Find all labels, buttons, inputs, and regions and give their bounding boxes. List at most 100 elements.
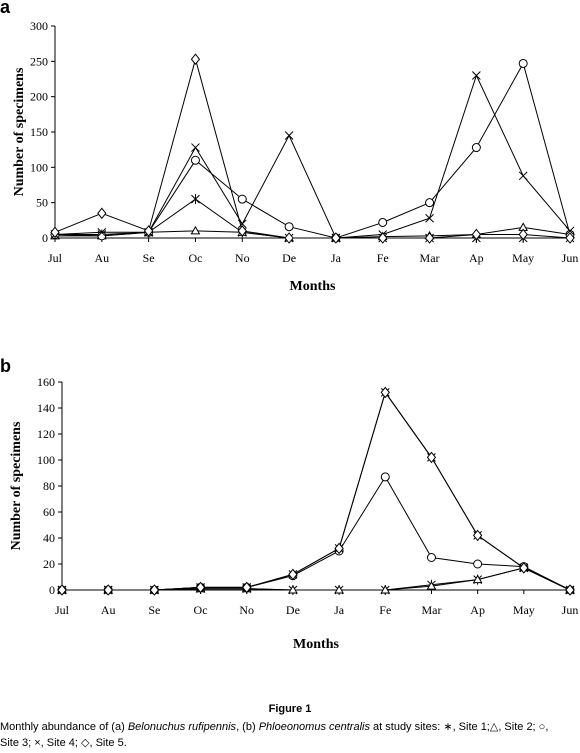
series-line-triangle [62,567,571,591]
data-point-diamond [426,451,437,464]
data-point-diamond [103,584,113,596]
x-axis-title: Months [290,279,336,294]
data-point-diamond [57,584,67,596]
data-point-x [518,171,528,181]
data-point-diamond [472,529,483,542]
data-point-diamond [565,584,575,596]
data-point-diamond [378,232,388,244]
x-tick-label: Au [101,603,116,617]
x-tick-label: Jun [562,251,579,265]
series-line-diamond [62,391,571,591]
y-axis-title: Number of specimens [9,421,24,550]
x-tick-label: Se [143,251,155,265]
x-tick-label: Mar [420,251,440,265]
data-point-triangle [472,574,483,584]
x-tick-label: Jul [55,603,70,617]
x-tick-label: May [513,603,535,617]
panel-label-b: b [0,356,11,376]
data-point-diamond [331,232,341,244]
x-tick-label: Se [148,603,160,617]
y-tick-label: 0 [49,583,55,597]
y-tick-label: 160 [37,375,55,389]
data-point-x [97,227,107,237]
y-tick-label: 120 [37,427,55,441]
x-tick-label: De [282,251,296,265]
x-tick-label: Fe [377,251,389,265]
y-tick-label: 100 [37,453,55,467]
y-tick-label: 140 [37,401,55,415]
y-tick-label: 50 [36,196,48,210]
data-point-diamond [380,386,390,399]
data-point-triangle [380,584,391,594]
data-point-diamond [519,562,529,574]
caption-species-b: Phloeonomus centralis [258,721,370,733]
x-tick-label: Ap [469,251,484,265]
data-point-diamond [149,584,160,596]
y-tick-label: 300 [30,19,48,33]
data-point-circle [471,143,481,153]
figure-title: Figure 1 [268,703,312,715]
series-circle [50,58,575,243]
y-axis-title: Number of specimens [12,67,27,196]
x-tick-label: Ja [334,603,345,617]
data-point-triangle [334,584,344,594]
data-point-x [472,71,481,80]
series-circle [57,472,575,595]
series-line-asterisk [62,567,571,591]
data-point-circle [378,217,388,227]
panel-label-a: a [0,0,11,17]
data-point-x [565,226,575,236]
series-line-x [62,391,571,591]
data-point-triangle [190,225,201,235]
x-tick-label: No [235,251,250,265]
x-tick-label: Oc [188,251,202,265]
y-tick-label: 40 [43,531,55,545]
data-point-circle [473,559,483,569]
series-line-diamond [54,57,571,239]
caption-part-3: at study sites: ∗, Site 1;△, Site 2; ○, … [0,721,549,749]
data-point-x [191,143,200,152]
x-tick-label: Jun [562,603,579,617]
data-point-diamond [190,53,201,66]
caption-part-1: Monthly abundance of (a) [0,721,128,733]
data-point-x [425,213,434,223]
data-point-diamond [471,228,482,241]
x-tick-label: Oc [194,603,208,617]
y-tick-label: 100 [30,160,48,174]
data-point-diamond [50,226,60,239]
data-point-circle [237,194,247,204]
series-line-circle [62,475,571,591]
x-tick-label: Fe [379,603,391,617]
data-point-diamond [237,225,247,237]
data-point-circle [190,155,200,165]
data-point-diamond [284,232,294,244]
y-tick-label: 150 [30,125,48,139]
series-line-x [54,74,571,239]
y-tick-label: 20 [43,557,55,571]
data-point-circle [518,58,528,68]
series-line-circle [54,62,571,239]
data-point-diamond [288,568,298,581]
data-point-x [284,131,294,140]
y-tick-label: 60 [43,505,55,519]
x-tick-label: Ja [331,251,342,265]
x-tick-label: No [239,603,254,617]
data-point-diamond [424,232,435,244]
data-point-diamond [97,207,107,220]
chart-a: 0 50 100 150 200 250 300 Jul Au Se Oc No De Ja Fe Mar Ap… [12,19,579,294]
data-point-circle [284,222,294,232]
series-asterisk [50,194,575,243]
chart-b: 0 20 40 60 80 100 120 140 160 Jul Au Se Oc No De Ja Fe Ma… [9,375,579,652]
data-point-diamond [143,225,154,237]
series-diamond [50,53,575,244]
x-tick-label: Mar [421,603,441,617]
x-tick-label: Au [94,251,109,265]
y-tick-label: 80 [43,479,55,493]
data-point-diamond [518,228,528,241]
series-diamond [57,386,575,596]
data-point-circle [425,198,435,208]
x-tick-label: Ap [470,603,485,617]
data-point-diamond [242,581,252,594]
x-tick-label: De [286,603,300,617]
figure-caption: Monthly abundance of (a) Belonuchus rufi… [0,719,560,751]
